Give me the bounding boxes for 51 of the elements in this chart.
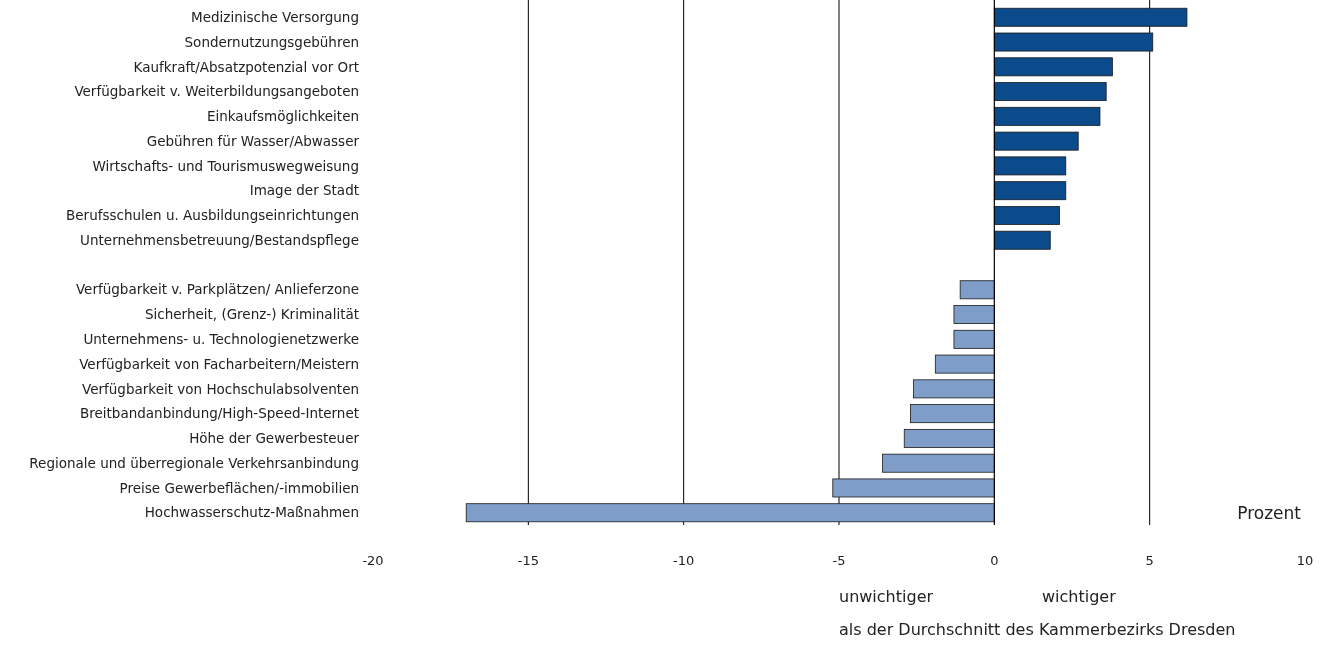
- x-tick-label: 5: [1145, 553, 1154, 568]
- bar: [903, 428, 995, 448]
- bar: [993, 156, 1067, 176]
- bar: [993, 181, 1067, 201]
- bar: [882, 453, 995, 473]
- x-tick-label: -15: [517, 553, 539, 568]
- x-tick-label: -20: [362, 553, 384, 568]
- y-tick-label: Preise Gewerbeflächen/-immobilien: [119, 479, 359, 496]
- x-tick-label: -10: [673, 553, 695, 568]
- bar: [832, 478, 995, 498]
- bar: [993, 131, 1079, 151]
- y-tick-label: Gebühren für Wasser/Abwasser: [146, 132, 360, 149]
- x-tick-label: -5: [832, 553, 846, 568]
- y-tick-label: Unternehmens- u. Technologienetzwerke: [83, 331, 359, 348]
- x-tick-label: 10: [1296, 553, 1314, 568]
- y-tick-label: Berufsschulen u. Ausbildungseinrichtungen: [66, 207, 359, 224]
- y-tick-label: Unternehmensbetreuung/Bestandspflege: [80, 231, 359, 248]
- bar: [913, 379, 995, 399]
- y-tick-label: Hochwasserschutz-Maßnahmen: [144, 504, 359, 521]
- bar: [465, 503, 995, 523]
- y-tick-label: Wirtschafts- und Tourismuswegweisung: [92, 157, 359, 174]
- bar: [993, 206, 1060, 225]
- x-axis-title: Prozent: [1237, 503, 1302, 523]
- y-tick-label: Medizinische Versorgung: [191, 8, 359, 25]
- bar: [959, 280, 995, 300]
- y-tick-label: Höhe der Gewerbesteuer: [189, 430, 360, 447]
- x-tick-label: 0: [990, 553, 999, 568]
- y-tick-label: Verfügbarkeit von Hochschulabsolventen: [82, 380, 359, 397]
- bar: [993, 106, 1101, 126]
- bar: [993, 7, 1188, 27]
- text: wichtiger: [1042, 587, 1117, 606]
- bar: [910, 404, 995, 424]
- bar: [993, 32, 1154, 52]
- y-tick-label: Einkaufsmöglichkeiten: [206, 108, 359, 125]
- bar: [993, 57, 1113, 77]
- bar: [953, 305, 995, 324]
- bar: [953, 329, 995, 349]
- bar: [993, 230, 1051, 250]
- y-tick-label: Kaufkraft/Absatzpotenzial vor Ort: [133, 58, 359, 75]
- text: unwichtiger: [839, 587, 934, 606]
- y-tick-label: Verfügbarkeit v. Parkplätzen/ Anlieferzone: [75, 281, 359, 298]
- y-tick-label: Image der Stadt: [249, 182, 359, 199]
- y-tick-label: Verfügbarkeit v. Weiterbildungsangeboten: [74, 83, 359, 100]
- bar: [934, 354, 995, 374]
- bar: [993, 82, 1107, 102]
- y-tick-label: Sondernutzungsgebühren: [184, 33, 359, 50]
- y-tick-label: Verfügbarkeit von Facharbeitern/Meistern: [79, 355, 359, 372]
- text: als der Durchschnitt des Kammerbezirks Dresden: [839, 620, 1236, 639]
- y-tick-label: Regionale und überregionale Verkehrsanbindung: [29, 454, 359, 471]
- y-tick-label: Sicherheit, (Grenz-) Kriminalität: [144, 306, 359, 323]
- y-tick-label: Breitbandanbindung/High-Speed-Internet: [79, 405, 359, 422]
